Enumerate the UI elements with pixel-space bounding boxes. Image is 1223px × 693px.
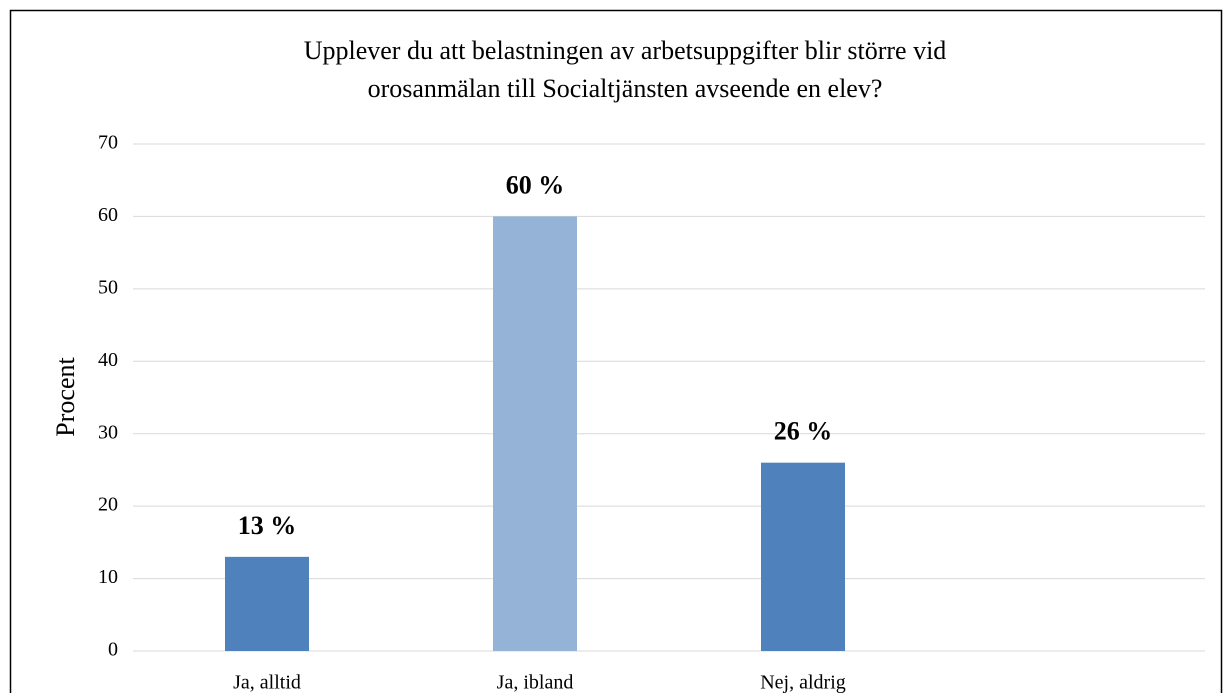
- y-tick-label: 30: [98, 421, 118, 443]
- x-tick-label: Ja, ibland: [497, 672, 574, 693]
- y-tick-label: 50: [98, 276, 118, 298]
- data-label: 13 %: [238, 511, 297, 540]
- y-tick-label: 60: [98, 204, 118, 226]
- x-tick-label: Nej, aldrig: [760, 672, 846, 693]
- data-label: 60 %: [506, 170, 565, 199]
- y-tick-label: 10: [98, 566, 118, 588]
- chart-title: orosanmälan till Socialtjänsten avseende…: [368, 74, 883, 103]
- data-label: 26 %: [774, 417, 833, 446]
- bar: [761, 462, 845, 651]
- y-axis-label: Procent: [51, 357, 80, 437]
- x-tick-label: Ja, alltid: [233, 672, 301, 693]
- chart-title: Upplever du att belastningen av arbetsup…: [304, 36, 947, 65]
- bar: [225, 556, 309, 651]
- y-tick-label: 40: [98, 349, 118, 371]
- y-tick-label: 70: [98, 132, 118, 154]
- y-tick-label: 0: [108, 639, 118, 661]
- bar: [493, 216, 577, 651]
- y-tick-label: 20: [98, 494, 118, 516]
- chart-frame: [9, 9, 1223, 693]
